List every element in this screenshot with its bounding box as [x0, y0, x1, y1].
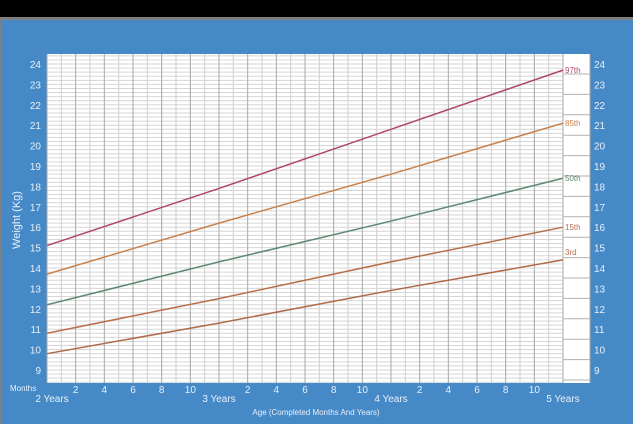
y-axis-title: Weight (Kg) — [11, 191, 23, 249]
y-tick-label: 21 — [594, 121, 606, 132]
y-tick-label: 10 — [30, 346, 42, 357]
percentile-labels: 97th 85th 50th 15th 3rd — [565, 66, 581, 257]
major-gridlines — [563, 73, 590, 381]
percentile-label: 50th — [565, 174, 581, 183]
line-97th — [46, 69, 564, 247]
y-axis-left-ticks: 24 23 22 21 20 19 18 17 16 15 14 13 12 11 10 9 — [30, 60, 42, 377]
vertical-gridlines — [46, 54, 591, 383]
y-tick-label: 22 — [594, 101, 606, 112]
y-tick-label: 11 — [31, 325, 42, 336]
month-tick-label: 10 — [185, 385, 197, 396]
y-tick-label: 18 — [30, 182, 42, 193]
month-tick-label: 6 — [130, 385, 136, 396]
line-15th — [46, 226, 564, 335]
percentile-label: 85th — [565, 119, 581, 128]
year-label: 2 Years — [35, 394, 68, 405]
x-axis-year-labels: 2 Years 3 Years 4 Years 5 Years — [35, 394, 579, 405]
month-tick-label: 4 — [274, 385, 280, 396]
month-tick-label: 6 — [302, 385, 308, 396]
y-tick-label: 15 — [594, 244, 606, 255]
month-tick-label: 8 — [159, 385, 165, 396]
month-tick-label: 2 — [417, 385, 423, 396]
y-tick-label: 24 — [30, 60, 42, 71]
y-axis-right-ticks: 24 23 22 21 20 19 18 17 16 15 14 13 12 11 10 9 — [594, 60, 606, 377]
month-tick-label: 8 — [503, 385, 509, 396]
month-tick-label: 2 — [245, 385, 251, 396]
months-label: Months — [10, 384, 36, 393]
y-tick-label: 12 — [594, 305, 606, 316]
y-tick-label: 10 — [594, 346, 606, 357]
month-tick-label: 4 — [102, 385, 108, 396]
month-tick-label: 8 — [331, 385, 337, 396]
y-tick-label: 24 — [594, 60, 606, 71]
line-50th — [46, 177, 564, 306]
y-tick-label: 20 — [30, 142, 42, 153]
month-tick-label: 6 — [474, 385, 480, 396]
percentile-label: 97th — [565, 66, 581, 75]
y-tick-label: 9 — [594, 366, 600, 377]
y-tick-label: 17 — [30, 203, 42, 214]
y-tick-label: 23 — [30, 80, 42, 91]
y-tick-label: 14 — [30, 264, 42, 275]
y-tick-label: 20 — [594, 142, 606, 153]
y-tick-label: 9 — [35, 366, 41, 377]
y-tick-label: 12 — [30, 305, 42, 316]
y-tick-label: 13 — [594, 284, 606, 295]
y-tick-label: 11 — [594, 325, 605, 336]
y-tick-label: 16 — [594, 223, 606, 234]
x-axis-title: Age (Completed Months And Years) — [252, 408, 380, 417]
year-label: 3 Years — [202, 394, 235, 405]
percentile-label: 15th — [565, 223, 581, 232]
y-tick-label: 15 — [30, 244, 42, 255]
y-tick-label: 14 — [594, 264, 606, 275]
line-3rd — [46, 259, 564, 355]
year-label: 5 Years — [546, 394, 579, 405]
y-tick-label: 19 — [30, 162, 42, 173]
y-tick-label: 18 — [594, 182, 606, 193]
percentile-lines — [46, 69, 564, 355]
month-tick-label: 2 — [73, 385, 79, 396]
y-tick-label: 13 — [30, 284, 42, 295]
month-tick-label: 10 — [357, 385, 369, 396]
month-tick-label: 10 — [529, 385, 541, 396]
line-85th — [46, 122, 564, 275]
percentile-label: 3rd — [565, 248, 577, 257]
y-tick-label: 22 — [30, 101, 42, 112]
y-tick-label: 23 — [594, 80, 606, 91]
year-label: 4 Years — [374, 394, 407, 405]
month-tick-label: 4 — [446, 385, 452, 396]
y-tick-label: 17 — [594, 203, 606, 214]
top-bar — [0, 0, 633, 17]
y-tick-label: 21 — [30, 121, 42, 132]
x-axis-month-ticks: 2 4 6 8 10 2 4 6 8 10 2 4 6 8 10 — [73, 385, 540, 396]
y-tick-label: 19 — [594, 162, 606, 173]
y-tick-label: 16 — [30, 223, 42, 234]
